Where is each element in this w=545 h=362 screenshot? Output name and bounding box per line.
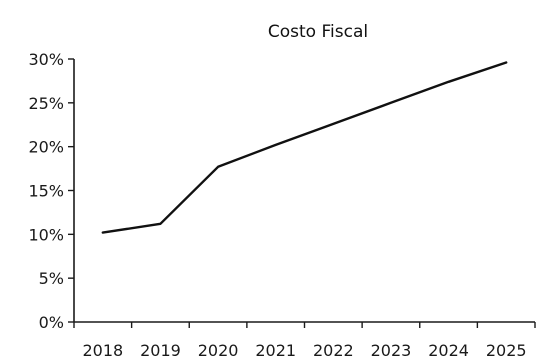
series-line bbox=[101, 61, 508, 234]
y-tick-label: 25% bbox=[28, 94, 64, 113]
y-tick-label: 20% bbox=[28, 138, 64, 157]
y-tick-label: 5% bbox=[39, 269, 64, 288]
x-axis-ticks: 2018 2019 2020 2021 2022 2023 2024 2025 bbox=[73, 322, 536, 360]
x-tick-label: 2024 bbox=[428, 341, 469, 360]
x-tick-label: 2018 bbox=[82, 341, 123, 360]
x-tick-label: 2020 bbox=[198, 341, 239, 360]
series-group bbox=[101, 61, 508, 234]
y-tick-label: 15% bbox=[28, 182, 64, 201]
x-tick-label: 2023 bbox=[371, 341, 412, 360]
y-axis-ticks: 0% 5% 10% 15% 20% 25% 30% bbox=[28, 50, 74, 332]
y-tick-label: 10% bbox=[28, 225, 64, 244]
x-tick-label: 2021 bbox=[255, 341, 296, 360]
chart-title: Costo Fiscal bbox=[268, 22, 368, 42]
x-tick-label: 2019 bbox=[140, 341, 181, 360]
x-tick-label: 2022 bbox=[313, 341, 354, 360]
x-tick-label: 2025 bbox=[486, 341, 527, 360]
y-tick-label: 30% bbox=[28, 50, 64, 69]
y-tick-label: 0% bbox=[39, 313, 64, 332]
